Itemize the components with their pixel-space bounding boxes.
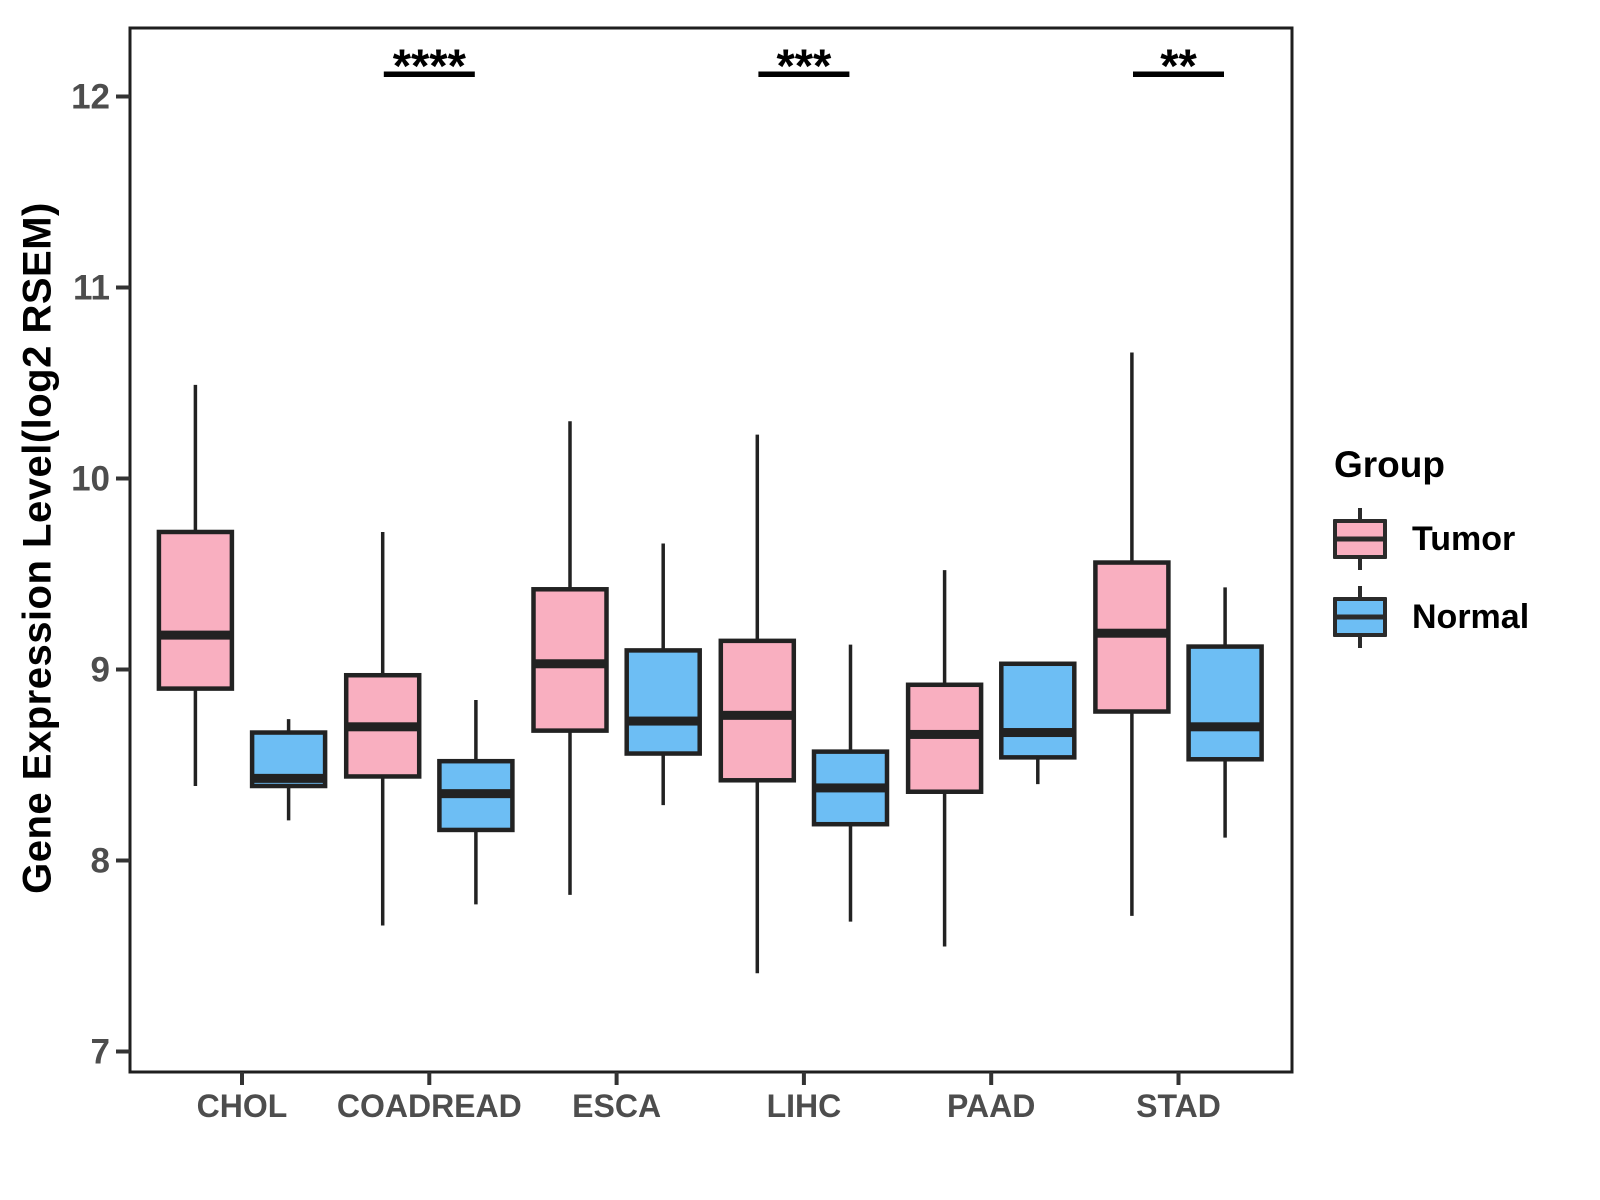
legend: Group Tumor Normal: [1332, 444, 1529, 664]
x-tick-label: COADREAD: [337, 1088, 522, 1124]
y-axis-title: Gene Expression Level(log2 RSEM): [15, 202, 60, 894]
key-median-line: [1337, 536, 1383, 542]
legend-item-tumor: Tumor: [1332, 508, 1529, 570]
legend-title: Group: [1334, 444, 1445, 485]
legend-label-normal: Normal: [1412, 597, 1530, 636]
y-tick-label: 9: [91, 651, 110, 690]
x-tick-label: ESCA: [572, 1088, 661, 1124]
key-median-line: [1337, 614, 1383, 620]
box-tumor-STAD: [1093, 352, 1171, 916]
panel-border: [128, 26, 1294, 1074]
box-normal-PAAD: [999, 661, 1077, 785]
box-normal-COADREAD: [437, 700, 515, 905]
box-normal-LIHC: [811, 644, 890, 922]
box-tumor-PAAD: [905, 570, 984, 947]
y-tick-label: 12: [71, 78, 110, 117]
x-tick-label: CHOL: [197, 1088, 288, 1124]
y-tick-label: 10: [71, 460, 110, 499]
y-tick-label: 7: [91, 1033, 110, 1072]
box-tumor-ESCA: [531, 421, 609, 895]
x-tick-label: LIHC: [767, 1088, 842, 1124]
significance-bar-COADREAD: [383, 71, 475, 77]
significance-stars-LIHC: ***: [776, 39, 832, 92]
legend-item-normal: Normal: [1332, 586, 1529, 648]
key-box: [1333, 519, 1387, 559]
significance-bar-STAD: [1133, 71, 1224, 77]
y-tick-label: 8: [91, 842, 110, 881]
box-tumor-LIHC: [718, 434, 797, 974]
box-tumor-CHOL: [156, 384, 235, 787]
tumor-boxplot-key-icon: [1332, 508, 1388, 570]
normal-boxplot-key-icon: [1332, 586, 1388, 648]
box-normal-CHOL: [249, 719, 328, 821]
significance-stars-STAD: **: [1160, 39, 1197, 92]
significance-bar-LIHC: [758, 71, 850, 77]
box-normal-STAD: [1186, 587, 1264, 838]
legend-label-tumor: Tumor: [1412, 519, 1516, 558]
y-tick-label: 11: [73, 269, 110, 308]
significance-stars-COADREAD: ****: [393, 39, 467, 92]
box-tumor-COADREAD: [343, 531, 422, 926]
x-tick-label: STAD: [1136, 1088, 1221, 1124]
x-tick-label: PAAD: [947, 1088, 1035, 1124]
key-box: [1333, 597, 1387, 637]
box-normal-ESCA: [624, 543, 702, 806]
